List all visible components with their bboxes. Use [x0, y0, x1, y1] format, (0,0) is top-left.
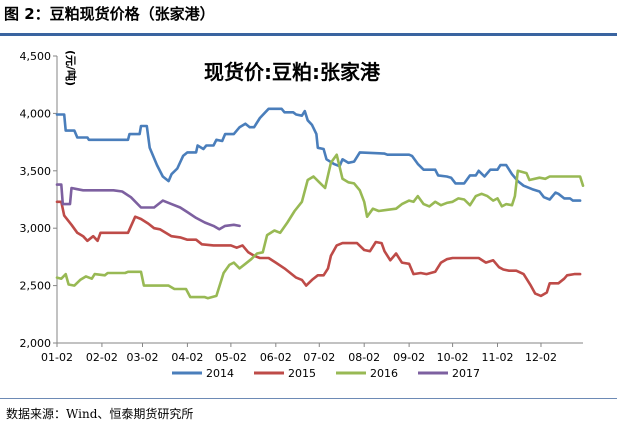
x-tick-label: 04-02 — [171, 351, 203, 364]
chart-series-lines — [55, 107, 585, 300]
series-line-2017 — [55, 183, 241, 231]
x-tick-label: 01-02 — [41, 351, 73, 364]
x-tick-label: 05-02 — [215, 351, 247, 364]
legend-label-2015: 2015 — [288, 367, 316, 380]
top-divider — [0, 33, 617, 36]
series-line-2016 — [55, 153, 585, 300]
chart-legend: 2014 2015 2016 2017 — [172, 367, 480, 380]
bottom-divider — [0, 398, 617, 399]
y-axis-unit-label: (元/吨) — [64, 50, 78, 86]
series-line-2014 — [55, 107, 582, 202]
x-tick-label: 10-02 — [437, 351, 469, 364]
legend-label-2017: 2017 — [452, 367, 480, 380]
x-tick-label: 08-02 — [348, 351, 380, 364]
x-tick-label: 11-02 — [482, 351, 514, 364]
legend-label-2014: 2014 — [206, 367, 234, 380]
figure-caption: 图 2：豆粕现货价格（张家港） — [4, 5, 215, 23]
chart-axes: 2,000 2,500 3,000 3,500 4,000 4,500 01-02 02-02… — [20, 50, 583, 364]
series-line-2015 — [55, 200, 582, 298]
x-tick-label: 02-02 — [86, 351, 118, 364]
data-source-note: 数据来源：Wind、恒泰期货研究所 — [6, 407, 194, 421]
y-tick-label: 4,500 — [20, 50, 52, 63]
x-tick-label: 03-02 — [127, 351, 159, 364]
legend-label-2016: 2016 — [370, 367, 398, 380]
y-tick-label: 4,000 — [20, 107, 52, 120]
line-chart: 2,000 2,500 3,000 3,500 4,000 4,500 01-02 02-02… — [20, 50, 585, 380]
y-tick-label: 3,500 — [20, 165, 52, 178]
x-tick-label: 12-02 — [525, 351, 557, 364]
y-tick-label: 2,000 — [20, 337, 52, 350]
x-tick-label: 07-02 — [303, 351, 335, 364]
x-tick-label: 06-02 — [260, 351, 292, 364]
y-tick-label: 3,000 — [20, 222, 52, 235]
x-tick-label: 09-02 — [393, 351, 425, 364]
chart-title: 现货价:豆粕:张家港 — [204, 60, 381, 84]
y-tick-label: 2,500 — [20, 280, 52, 293]
